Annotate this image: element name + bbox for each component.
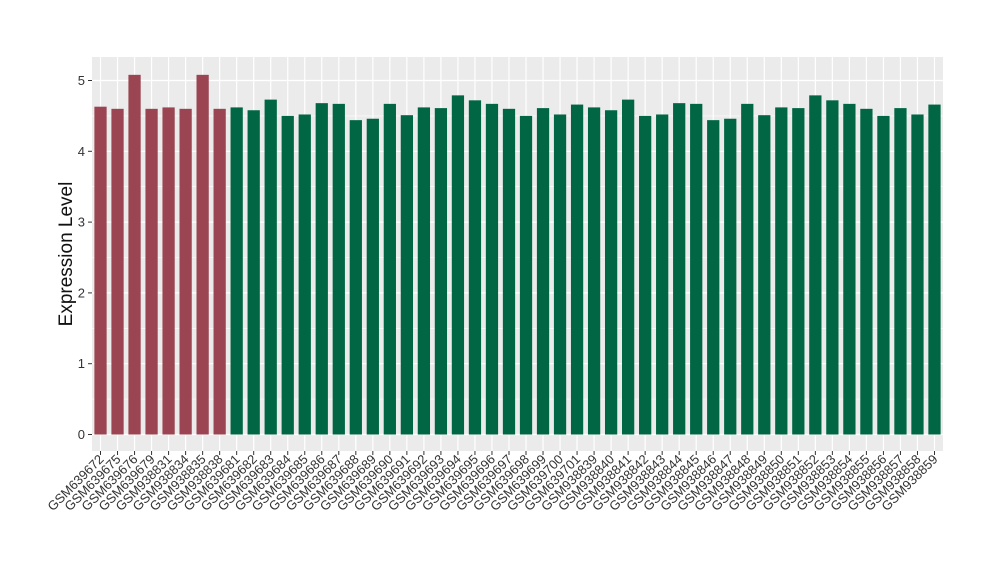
bar: [758, 115, 771, 435]
bar: [349, 120, 362, 435]
bar: [451, 95, 465, 435]
bar: [809, 95, 822, 435]
bar: [639, 115, 652, 435]
bar: [315, 103, 328, 435]
bar: [792, 108, 805, 435]
bar: [673, 103, 686, 435]
y-tick-label: 5: [78, 73, 85, 88]
bar: [281, 115, 294, 435]
bar: [690, 103, 703, 435]
bar: [213, 108, 226, 435]
y-tick-label: 1: [78, 356, 85, 371]
bar: [570, 104, 584, 435]
bar: [519, 115, 533, 435]
y-tick-label: 4: [78, 144, 85, 159]
y-tick-label: 2: [78, 285, 85, 300]
bar: [417, 107, 431, 435]
bar: [843, 103, 856, 435]
bar: [622, 99, 635, 435]
bar: [366, 118, 379, 435]
bar: [264, 99, 277, 435]
bar: [502, 108, 516, 435]
bar: [128, 74, 141, 435]
bar: [826, 100, 839, 435]
bar: [741, 103, 754, 435]
bars: [94, 74, 941, 435]
bar: [179, 108, 192, 435]
bar: [877, 115, 890, 435]
bar: [860, 108, 873, 435]
bar: [400, 115, 413, 435]
bar: [196, 74, 209, 435]
bar: [111, 108, 124, 435]
bar: [230, 107, 243, 435]
y-axis-title: Expression Level: [56, 182, 77, 327]
bar: [707, 120, 720, 435]
y-tick-label: 3: [78, 215, 85, 230]
bar: [536, 108, 550, 435]
bar: [604, 110, 618, 435]
bar: [894, 108, 907, 435]
x-axis: GSM639672GSM639675GSM639676GSM639679GSM9…: [44, 451, 941, 514]
bar: [928, 104, 941, 435]
bar: [553, 114, 567, 435]
y-tick-label: 0: [78, 427, 85, 442]
bar: [468, 100, 482, 435]
bar: [162, 107, 175, 435]
bar: [656, 114, 669, 435]
bar: [724, 118, 737, 435]
bar: [332, 103, 345, 435]
bar: [587, 107, 601, 435]
y-axis: 0 1 2 3 4 5: [78, 73, 92, 442]
bar: [383, 103, 396, 435]
bar: [485, 103, 499, 435]
bar: [145, 108, 158, 435]
bar: [298, 114, 311, 435]
bar: [94, 106, 107, 435]
bar: [775, 107, 788, 435]
bar: [247, 110, 260, 435]
bar: [911, 114, 924, 435]
bar: [434, 108, 448, 435]
